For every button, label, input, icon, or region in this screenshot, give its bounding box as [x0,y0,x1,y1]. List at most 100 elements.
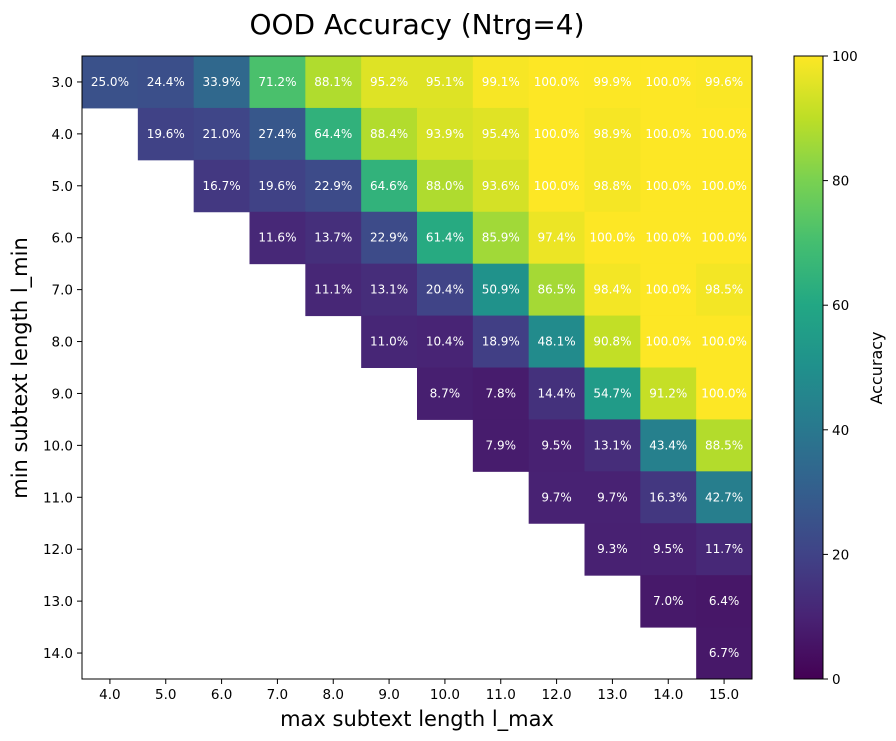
colorbar-tick-label: 0 [832,672,841,688]
heatmap-cell [640,575,697,628]
heatmap-cell [417,315,474,368]
heatmap-cell [193,107,250,161]
x-tick-label: 15.0 [709,687,739,703]
cell-value-label: 95.1% [426,75,464,89]
heatmap-cell [696,575,753,628]
x-tick-label: 14.0 [653,687,683,703]
cell-value-label: 11.1% [314,283,352,297]
heatmap-cell [472,159,530,213]
heatmap-cell [584,315,641,368]
cell-value-label: 88.4% [370,127,408,141]
heatmap-cell [249,159,306,213]
cell-value-label: 100.0% [645,127,691,141]
heatmap-cell [472,315,530,368]
cell-value-label: 13.1% [593,438,631,452]
heatmap-cell [137,56,195,109]
heatmap-cell [361,107,418,161]
x-tick-label: 6.0 [211,687,232,703]
heatmap-cell [305,211,362,265]
heatmap-cell [584,263,641,317]
cell-value-label: 25.0% [91,75,129,89]
cell-value-label: 19.6% [147,127,185,141]
cell-value-label: 6.4% [709,594,740,608]
heatmap-cell [528,367,585,420]
cell-value-label: 16.7% [203,179,241,193]
cell-value-label: 100.0% [701,179,747,193]
cell-value-label: 88.5% [705,438,743,452]
heatmap-cell [361,56,418,109]
heatmap-cell [696,315,753,368]
x-tick-label: 11.0 [486,687,516,703]
plot-frame [81,55,753,680]
heatmap-cell [640,523,697,576]
cell-value-label: 98.5% [705,283,743,297]
cell-value-label: 14.4% [538,386,576,400]
heatmap-cell [361,211,418,265]
cell-value-label: 7.8% [486,386,517,400]
heatmap-cell [696,107,753,161]
heatmap-cell [584,471,641,524]
cell-value-label: 100.0% [645,179,691,193]
cell-value-label: 100.0% [645,335,691,349]
heatmap-cell [696,159,753,213]
cell-value-label: 85.9% [482,231,520,245]
heatmap-cell [528,56,585,109]
x-tick-label: 5.0 [155,687,176,703]
heatmap-cell [528,315,585,368]
heatmap-cell-labels: 25.0% 24.4% 33.9% 71.2% 88.1% 95.2% 95.1% 99.1%… [91,75,747,660]
cell-value-label: 7.9% [486,438,517,452]
x-tick-label: 8.0 [323,687,344,703]
cell-value-label: 13.1% [370,283,408,297]
heatmap-cell [472,211,530,265]
colorbar-tick-label: 100 [832,49,858,65]
cell-value-label: 93.9% [426,127,464,141]
heatmap-cell [305,263,362,317]
heatmap-cell [640,107,697,161]
colorbar [793,55,824,680]
heatmap-cell [249,211,306,265]
heatmap-cell [361,263,418,317]
cell-value-label: 98.4% [593,283,631,297]
heatmap-cell [361,159,418,213]
cell-value-label: 100.0% [645,283,691,297]
colorbar-ticks: 0 20 40 60 80 100 [823,49,858,688]
cell-value-label: 100.0% [701,231,747,245]
cell-value-label: 88.1% [314,75,352,89]
cell-value-label: 64.4% [314,127,352,141]
x-tick-label: 4.0 [99,687,120,703]
heatmap-cell [417,211,474,265]
cell-value-label: 43.4% [649,438,687,452]
cell-value-label: 10.4% [426,335,464,349]
cell-value-label: 100.0% [590,231,636,245]
cell-value-label: 50.9% [482,283,520,297]
x-axis-label: max subtext length l_max [280,707,554,732]
cell-value-label: 20.4% [426,283,464,297]
cell-value-label: 22.9% [370,231,408,245]
y-tick-label: 6.0 [52,231,73,247]
cell-value-label: 9.7% [541,490,572,504]
y-tick-label: 5.0 [52,179,73,195]
heatmap-cell [696,471,753,524]
heatmap-cell [249,56,306,109]
colorbar-label: Accuracy [867,331,886,404]
heatmap-cell [528,211,585,265]
heatmap-cell [305,159,362,213]
cell-value-label: 54.7% [593,386,631,400]
heatmap-cell [361,315,418,368]
heatmap-cell [584,56,641,109]
cell-value-label: 100.0% [701,335,747,349]
cell-value-label: 64.6% [370,179,408,193]
heatmap-cell [640,159,697,213]
y-tick-label: 13.0 [43,594,73,610]
cell-value-label: 99.6% [705,75,743,89]
heatmap-cells [82,56,753,680]
cell-value-label: 88.0% [426,179,464,193]
y-tick-label: 10.0 [43,438,73,454]
cell-value-label: 11.0% [370,335,408,349]
cell-value-label: 61.4% [426,231,464,245]
cell-value-label: 22.9% [314,179,352,193]
cell-value-label: 99.1% [482,75,520,89]
cell-value-label: 100.0% [701,386,747,400]
heatmap-cell [584,367,641,420]
